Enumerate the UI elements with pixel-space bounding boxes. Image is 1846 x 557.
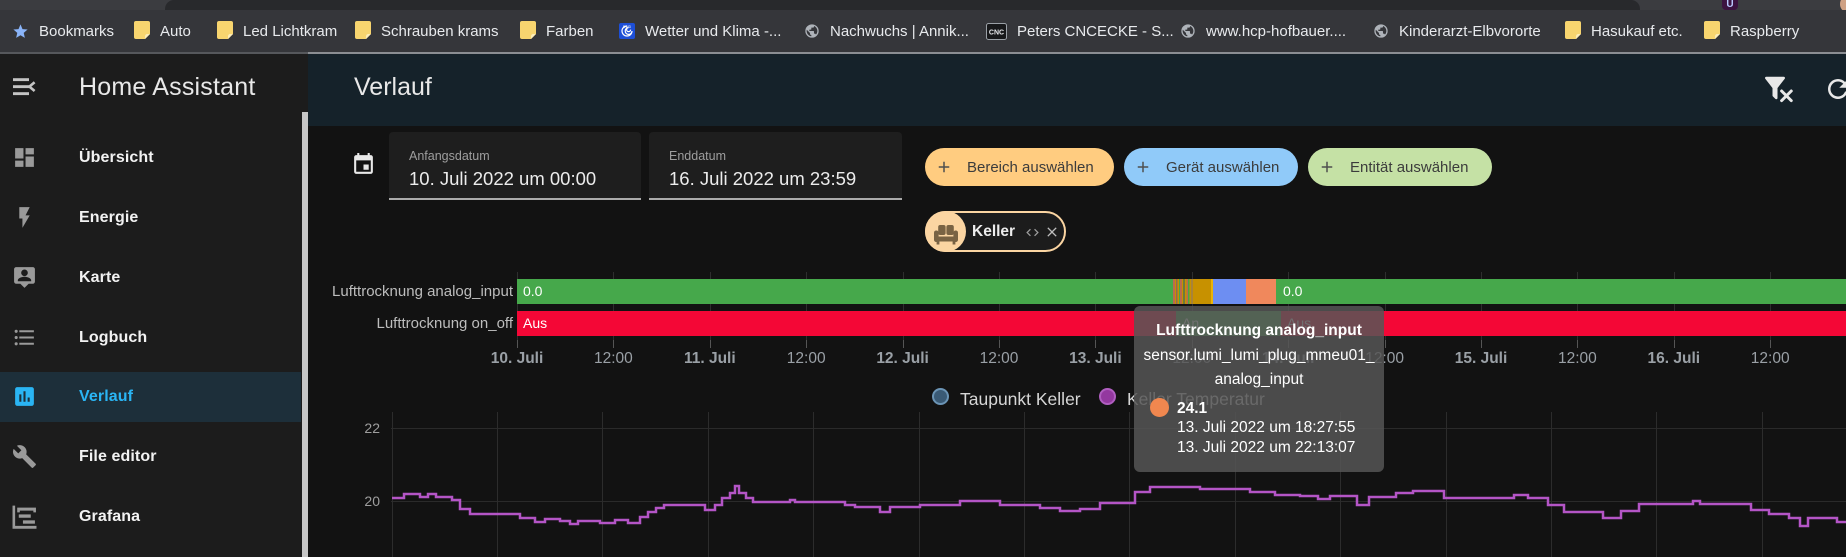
svg-text:CNC: CNC bbox=[989, 29, 1004, 36]
svg-text:DWD: DWD bbox=[623, 25, 632, 29]
